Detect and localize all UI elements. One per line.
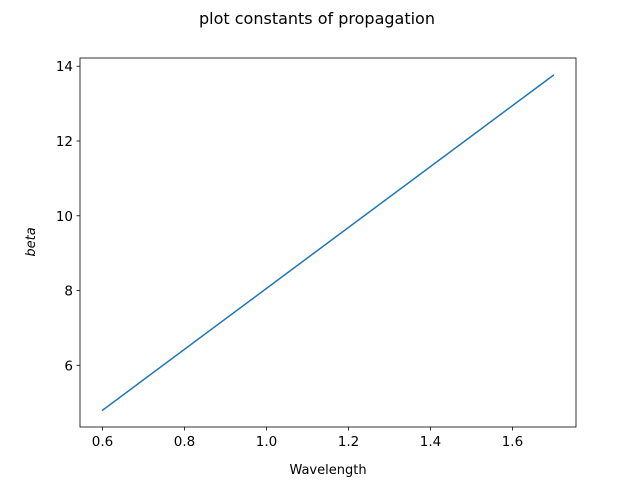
- chart-title: plot constants of propagation: [199, 9, 435, 28]
- x-tick-label: 1.0: [256, 434, 277, 450]
- y-tick-label: 12: [56, 134, 73, 150]
- x-axis-label: Wavelength: [289, 463, 366, 478]
- x-tick-label: 1.6: [502, 434, 523, 450]
- y-axis-label: beta: [24, 227, 39, 256]
- x-tick-label: 1.4: [420, 434, 441, 450]
- y-tick-label: 14: [56, 59, 73, 75]
- y-tick-label: 10: [56, 209, 73, 225]
- x-tick-label: 1.2: [338, 434, 359, 450]
- x-tick-label: 0.8: [174, 434, 195, 450]
- y-tick-label: 6: [64, 358, 73, 374]
- y-tick-label: 8: [64, 284, 73, 300]
- x-tick-label: 0.6: [92, 434, 113, 450]
